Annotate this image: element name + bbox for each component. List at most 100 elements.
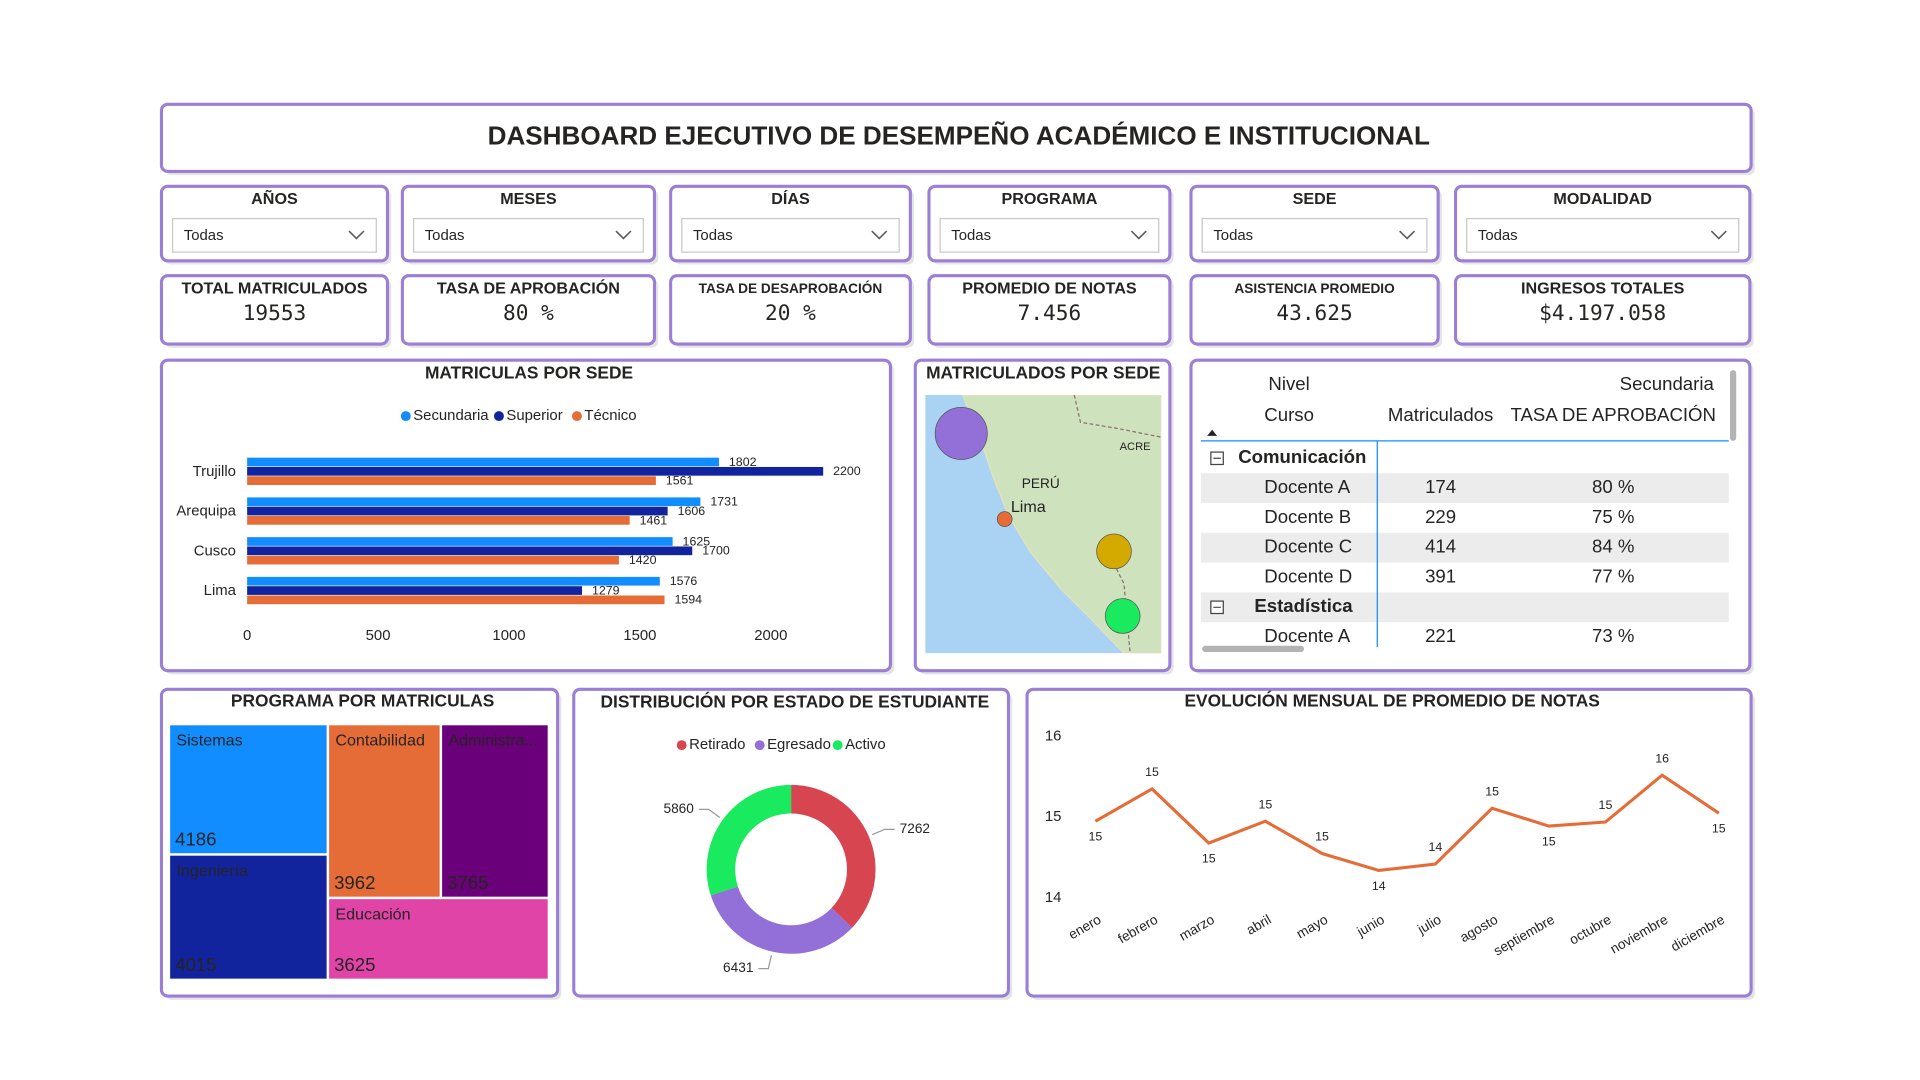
data-label: 7262 xyxy=(900,821,930,836)
filter-dropdown[interactable] xyxy=(939,217,1160,253)
x-tick-label: 1500 xyxy=(623,628,656,644)
filter-label: DÍAS xyxy=(771,189,810,208)
line-series xyxy=(1094,773,1720,873)
cell: Docente A xyxy=(1264,625,1350,646)
cell: Docente B xyxy=(1264,506,1351,527)
tile-value: 3765 xyxy=(447,872,488,893)
donut-slice xyxy=(791,784,876,928)
bar xyxy=(247,586,583,595)
dropdown-chevron xyxy=(1130,230,1147,240)
filter-value: Todas xyxy=(1478,228,1518,244)
data-label: 1606 xyxy=(678,504,706,518)
x-tick-label: 2000 xyxy=(754,628,787,644)
legend-label: Retirado xyxy=(689,737,745,753)
treemap-tile xyxy=(170,725,327,854)
data-label: 1420 xyxy=(629,553,657,567)
bar xyxy=(247,506,668,516)
filter-value: Todas xyxy=(951,228,991,244)
data-label: 1700 xyxy=(702,544,730,558)
bar xyxy=(247,516,630,525)
treemap-tile xyxy=(329,899,548,979)
legend-label: Superior xyxy=(506,408,562,424)
data-label: 15 xyxy=(1088,830,1102,844)
kpi-value: 7.456 xyxy=(1018,300,1082,325)
data-label: 5860 xyxy=(663,801,694,816)
h-scrollbar[interactable] xyxy=(1202,645,1305,653)
kpi-value: 19553 xyxy=(243,300,307,325)
y-tick-label: 14 xyxy=(1045,890,1062,906)
leader-line xyxy=(698,808,721,818)
data-label: 1576 xyxy=(670,574,698,588)
panel xyxy=(159,274,390,346)
dropdown-chevron xyxy=(615,230,632,240)
filter-dropdown[interactable] xyxy=(1201,217,1428,253)
cell: 414 xyxy=(1425,536,1456,557)
cell: Docente A xyxy=(1264,476,1350,497)
table-header: Matriculados xyxy=(1388,404,1494,425)
data-label: 1625 xyxy=(683,534,711,548)
leader-line xyxy=(871,828,895,836)
bar xyxy=(247,476,656,485)
filter-dropdown[interactable] xyxy=(1466,217,1740,253)
y-tick-label: Cusco xyxy=(194,543,236,559)
cell: 73 % xyxy=(1592,625,1634,646)
chart-title: MATRICULAS POR SEDE xyxy=(425,362,633,382)
data-label: 2200 xyxy=(833,464,861,478)
map-bubble xyxy=(1104,598,1141,634)
map-label: ACRE xyxy=(1120,441,1151,453)
dropdown-chevron xyxy=(1710,230,1727,240)
legend-label: Secundaria xyxy=(413,408,489,424)
data-label: 15 xyxy=(1485,784,1499,798)
kpi-label: TASA DE APROBACIÓN xyxy=(437,279,620,298)
cell: Docente C xyxy=(1264,536,1352,557)
bar xyxy=(247,466,824,476)
tile-label: Educación xyxy=(335,906,410,924)
legend-marker xyxy=(754,740,765,751)
filter-label: MODALIDAD xyxy=(1553,190,1652,208)
filter-label: MESES xyxy=(500,190,557,208)
panel xyxy=(1453,274,1752,346)
group-label: Estadística xyxy=(1254,595,1353,616)
row-band xyxy=(1200,592,1729,623)
data-label: 6431 xyxy=(723,960,753,975)
legend-marker xyxy=(493,411,504,422)
row-band xyxy=(1200,532,1729,563)
v-scrollbar[interactable] xyxy=(1729,370,1737,441)
dropdown-chevron xyxy=(871,230,888,240)
tile-value: 4015 xyxy=(175,954,216,975)
x-tick-label: 1000 xyxy=(492,628,525,644)
cell: 391 xyxy=(1425,565,1456,586)
bar xyxy=(247,555,619,565)
x-tick-label: 0 xyxy=(243,628,251,644)
tile-label: Ingeniería xyxy=(176,862,248,880)
legend-marker xyxy=(832,740,843,751)
map-bubble xyxy=(934,406,988,460)
map-label: Lima xyxy=(1011,498,1046,516)
data-label: 1802 xyxy=(729,455,757,469)
bar xyxy=(247,576,660,586)
data-label: 15 xyxy=(1712,822,1726,836)
filter-label: PROGRAMA xyxy=(1001,190,1097,208)
chart-title: MATRICULADOS POR SEDE xyxy=(926,362,1160,382)
panel xyxy=(400,274,657,346)
kpi-label: TOTAL MATRICULADOS xyxy=(181,280,367,298)
filter-dropdown[interactable] xyxy=(172,217,377,253)
data-label: 1561 xyxy=(666,474,694,488)
tile-label: Sistemas xyxy=(176,732,242,750)
cell: 75 % xyxy=(1592,506,1634,527)
table-header: Curso xyxy=(1264,404,1314,425)
group-label: Comunicación xyxy=(1238,446,1366,467)
donut-slice xyxy=(710,886,853,954)
chart-title: DISTRIBUCIÓN POR ESTADO DE ESTUDIANTE xyxy=(600,692,989,712)
filter-dropdown[interactable] xyxy=(681,217,900,253)
filter-label: SEDE xyxy=(1293,190,1337,208)
table-header: Secundaria xyxy=(1620,373,1715,394)
kpi-label: TASA DE DESAPROBACIÓN xyxy=(699,281,883,296)
legend-label: Egresado xyxy=(767,737,831,753)
legend-label: Activo xyxy=(845,737,886,753)
map-bubble xyxy=(996,511,1013,527)
treemap-tile xyxy=(329,725,440,897)
filter-dropdown[interactable] xyxy=(412,217,644,253)
legend-marker xyxy=(676,740,687,751)
